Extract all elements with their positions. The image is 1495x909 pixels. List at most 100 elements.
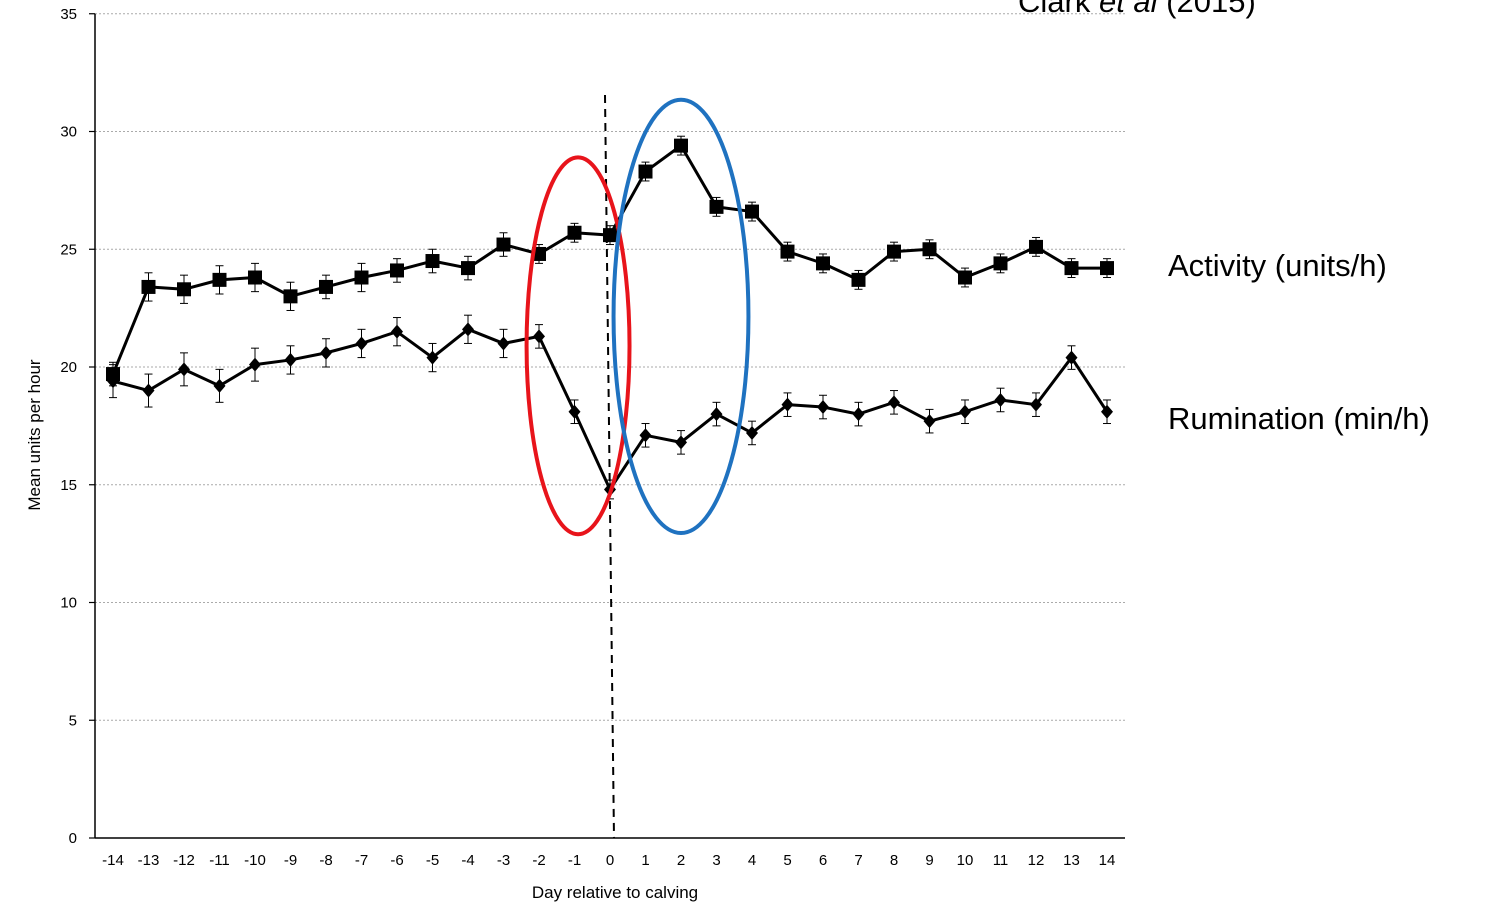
data-point (319, 279, 333, 294)
data-point (320, 345, 332, 360)
calving-reference-line (604, 94, 615, 839)
x-tick-label: 6 (819, 852, 827, 869)
data-point (461, 261, 475, 276)
y-axis-label: Mean units per hour (25, 359, 44, 511)
data-point (675, 435, 687, 450)
data-point (993, 256, 1008, 271)
series-rumination (107, 314, 1113, 500)
x-tick-label: 1 (641, 852, 649, 869)
citation-text: Clark et al (2015) (1018, 0, 1256, 20)
x-tick-label: -2 (532, 852, 545, 869)
data-point (781, 397, 794, 412)
legend-activity-label: Activity (units/h) (1168, 248, 1387, 283)
data-point (1029, 239, 1043, 254)
citation-year: (2015) (1157, 0, 1256, 19)
data-point (888, 395, 900, 410)
x-tick-label: 10 (957, 852, 974, 869)
data-point (710, 407, 723, 422)
series-layer (106, 135, 1114, 500)
x-tick-label: -12 (173, 852, 195, 869)
y-tick-label: 10 (60, 595, 77, 612)
highlight-ellipse-red (524, 155, 632, 537)
data-point (283, 289, 298, 304)
highlight-ellipses (524, 97, 751, 537)
x-tick-label: -4 (461, 852, 474, 869)
x-tick-label: 4 (748, 852, 756, 869)
data-point (249, 357, 261, 372)
data-point (1064, 261, 1079, 276)
data-point (639, 428, 652, 443)
x-tick-label: 14 (1099, 852, 1116, 869)
data-point (354, 270, 369, 285)
x-tick-label: 2 (677, 852, 685, 869)
data-point (497, 336, 510, 351)
x-tick-label: -10 (244, 852, 266, 869)
x-tick-label: 5 (783, 852, 791, 869)
x-tick-label: 7 (854, 852, 862, 869)
data-point (178, 362, 190, 377)
data-point (674, 138, 688, 153)
data-point (142, 383, 155, 398)
data-point (1065, 350, 1078, 365)
series-line (111, 144, 1107, 375)
data-point (817, 400, 829, 415)
axes (89, 13, 1125, 839)
x-tick-label: -11 (209, 852, 230, 869)
data-point (212, 272, 227, 287)
data-point (851, 272, 866, 287)
citation-authors: Clark (1018, 0, 1099, 19)
x-tick-label: -14 (102, 852, 124, 869)
data-point (213, 378, 226, 393)
data-point (284, 352, 297, 367)
highlight-ellipse-blue (611, 97, 751, 536)
data-point (248, 270, 262, 285)
x-tick-label: -6 (390, 852, 403, 869)
y-tick-label: 20 (60, 359, 77, 376)
data-point (958, 270, 972, 285)
legend-rumination-label: Rumination (min/h) (1168, 401, 1430, 436)
data-point (1100, 261, 1114, 276)
data-point (355, 336, 368, 351)
data-point (496, 237, 511, 252)
x-tick-label: -9 (284, 852, 297, 869)
data-point (780, 244, 795, 259)
x-tick-label: -5 (426, 852, 439, 869)
data-point (994, 392, 1007, 407)
data-point (745, 204, 759, 219)
data-point (426, 350, 439, 365)
data-point (1030, 397, 1042, 412)
data-point (923, 414, 936, 429)
x-tick-label: 12 (1028, 852, 1045, 869)
data-point (638, 164, 653, 179)
data-point (816, 256, 830, 271)
data-point (746, 425, 758, 440)
x-tick-label: 8 (890, 852, 898, 869)
x-tick-label: -8 (319, 852, 332, 869)
data-point (709, 199, 724, 214)
data-point (391, 324, 403, 339)
data-point (852, 407, 865, 422)
series-activity (106, 135, 1114, 387)
data-point (390, 263, 404, 278)
y-tick-label: 5 (69, 712, 77, 729)
data-point (922, 242, 937, 257)
x-tick-label: -13 (138, 852, 160, 869)
x-tick-label: -1 (568, 852, 581, 869)
x-tick-label: -7 (355, 852, 368, 869)
data-point (462, 322, 474, 337)
y-tick-label: 30 (60, 124, 77, 141)
reference-line (604, 94, 615, 839)
data-point (533, 329, 545, 344)
x-tick-label: 13 (1063, 852, 1080, 869)
y-tick-label: 25 (60, 241, 77, 258)
data-point (177, 282, 191, 297)
citation-etal: et al (1098, 0, 1158, 19)
x-tick-label: 0 (606, 852, 614, 869)
y-tick-label: 35 (60, 6, 77, 23)
x-axis-label: Day relative to calving (531, 883, 699, 902)
x-tick-label: -3 (497, 852, 510, 869)
data-point (141, 279, 156, 294)
x-tick-label: 9 (925, 852, 933, 869)
data-point (887, 244, 901, 259)
